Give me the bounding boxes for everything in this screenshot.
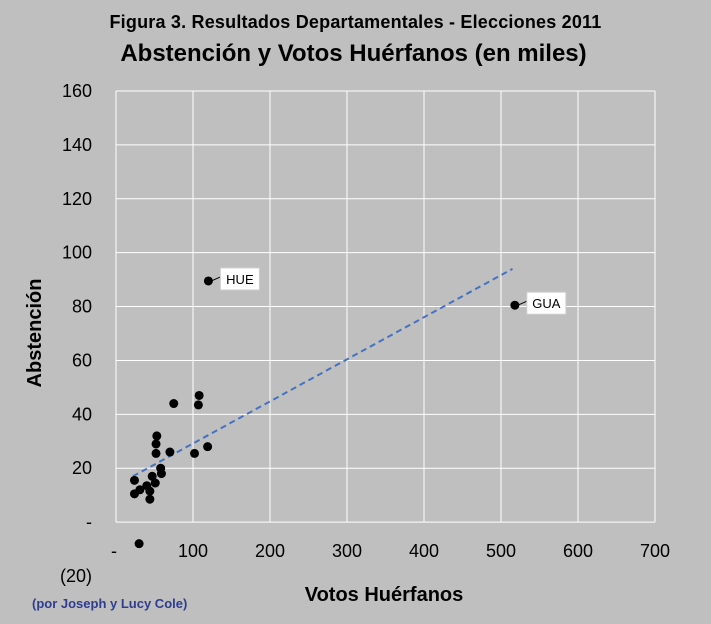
data-point bbox=[151, 448, 161, 458]
data-point bbox=[193, 400, 203, 410]
y-tick-label: 120 bbox=[62, 189, 92, 209]
trendline bbox=[132, 267, 514, 478]
callout-label: HUE bbox=[226, 272, 254, 287]
y-tick-label: (20) bbox=[60, 566, 92, 586]
y-tick-label: - bbox=[86, 512, 92, 532]
data-point bbox=[129, 475, 139, 485]
data-point bbox=[145, 494, 155, 504]
data-point bbox=[194, 390, 204, 400]
y-tick-label: 140 bbox=[62, 135, 92, 155]
trendline-layer bbox=[132, 267, 514, 478]
data-point bbox=[156, 469, 166, 479]
x-tick-label: 300 bbox=[332, 541, 362, 561]
data-point bbox=[203, 442, 213, 452]
data-point bbox=[165, 447, 175, 457]
data-point bbox=[203, 276, 213, 286]
x-tick-label: 600 bbox=[563, 541, 593, 561]
x-axis-label: Votos Huérfanos bbox=[305, 584, 464, 606]
x-tick-label: 700 bbox=[640, 541, 670, 561]
callout-label: GUA bbox=[532, 296, 561, 311]
callouts-layer: HUE GUA bbox=[211, 267, 567, 315]
credit-text: (por Joseph y Lucy Cole) bbox=[32, 596, 188, 611]
x-tick-label: 100 bbox=[178, 541, 208, 561]
y-tick-label: 80 bbox=[72, 297, 92, 317]
y-tick-label: 160 bbox=[62, 81, 92, 101]
chart-subtitle: Abstención y Votos Huérfanos (en miles) bbox=[120, 40, 587, 67]
data-point bbox=[129, 489, 139, 499]
data-point bbox=[151, 439, 161, 449]
data-point bbox=[147, 471, 157, 481]
data-point bbox=[134, 539, 144, 549]
y-tick-label: 100 bbox=[62, 243, 92, 263]
data-point bbox=[145, 486, 155, 496]
y-axis-label: Abstención bbox=[24, 279, 46, 388]
callout-leader bbox=[517, 300, 528, 306]
gridlines bbox=[115, 90, 656, 523]
data-point bbox=[150, 478, 160, 488]
callout-leader bbox=[211, 276, 221, 282]
y-tick-label: 60 bbox=[72, 350, 92, 370]
chart-title: Figura 3. Resultados Departamentales - E… bbox=[109, 12, 602, 32]
callout-box bbox=[526, 291, 567, 315]
data-point bbox=[190, 448, 200, 458]
x-tick-label: 200 bbox=[255, 541, 285, 561]
x-tick-label: 400 bbox=[409, 541, 439, 561]
y-tick-label: 20 bbox=[72, 458, 92, 478]
points-layer bbox=[129, 276, 520, 549]
x-tick-label: 500 bbox=[486, 541, 516, 561]
callout-box bbox=[219, 267, 260, 291]
x-tick-label: - bbox=[111, 541, 117, 561]
y-tick-label: 40 bbox=[72, 404, 92, 424]
data-point bbox=[169, 399, 179, 409]
data-point bbox=[510, 300, 520, 310]
data-point bbox=[152, 431, 162, 441]
